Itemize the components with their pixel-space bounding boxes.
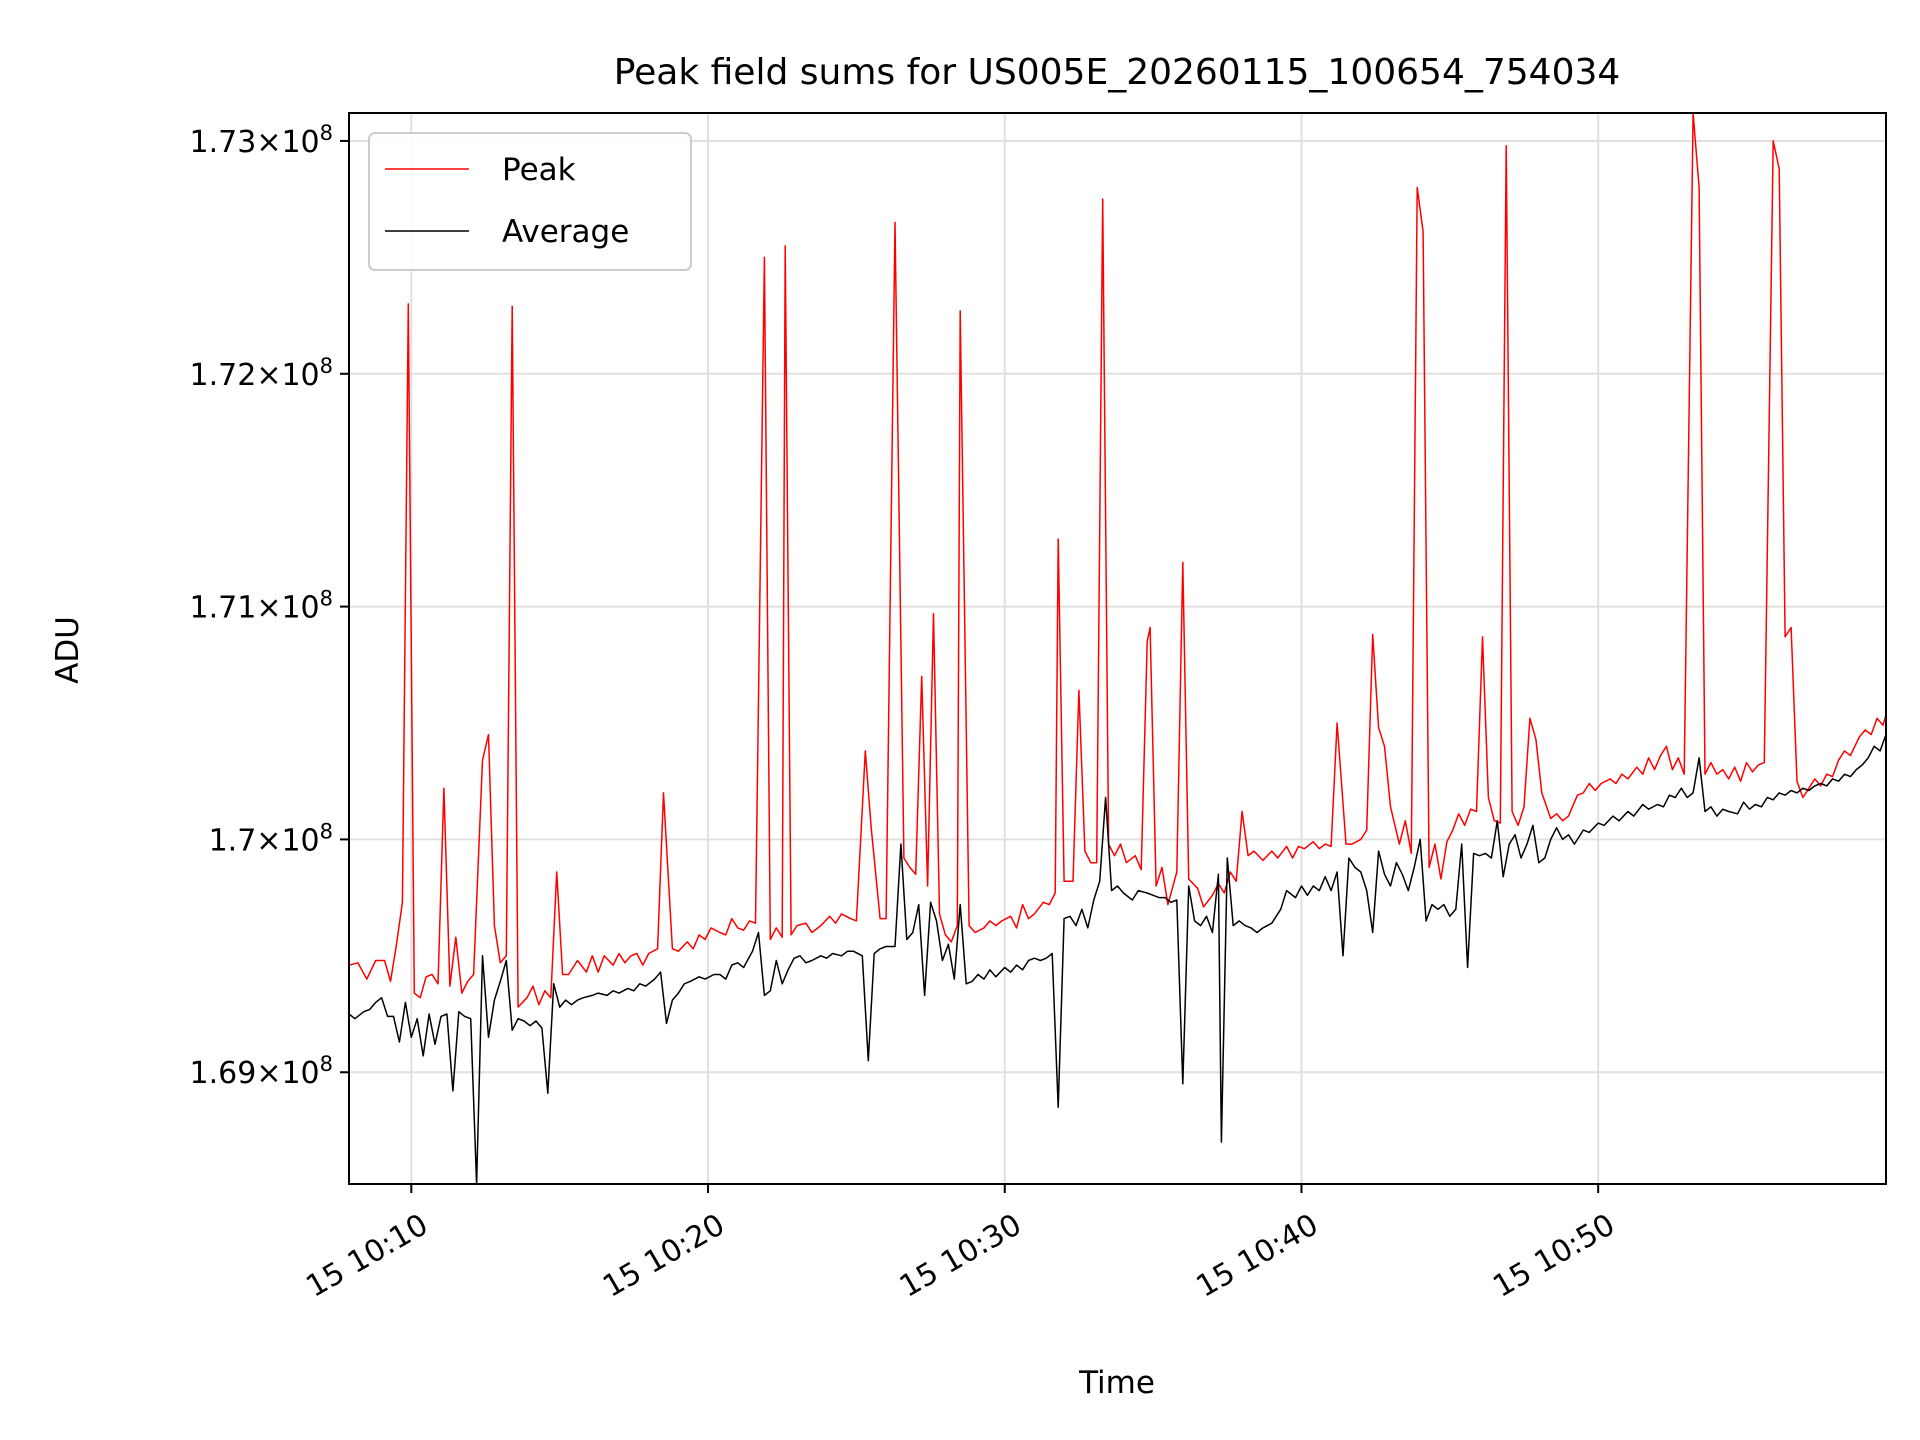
y-tick-exponent: 8 [320,587,333,611]
y-tick-label: 1.69×108 [190,1052,333,1091]
y-tick-label: 1.7×108 [209,819,333,858]
y-tick-label: 1.73×108 [190,121,333,160]
y-tick-mantissa: 1.71×10 [190,591,320,626]
grid [349,113,1886,1184]
legend: Peak Average [368,132,692,271]
y-tick-exponent: 8 [320,121,333,145]
chart-title: Peak field sums for US005E_20260115_1006… [614,52,1621,93]
y-tick-exponent: 8 [320,819,333,843]
series-layer [349,113,1886,1184]
legend-box [368,132,692,271]
y-tick-label: 1.71×108 [190,587,333,626]
y-tick-exponent: 8 [320,354,333,378]
y-tick-label: 1.72×108 [190,354,333,393]
series-line-average [349,734,1886,1184]
legend-label-average: Average [502,214,629,250]
y-tick-exponent: 8 [320,1052,333,1076]
series-line-peak [349,113,1886,1008]
y-axis-title: ADU [50,616,86,684]
y-tick-mantissa: 1.72×10 [190,358,320,393]
plot-frame [348,112,1887,1185]
y-tick-mantissa: 1.69×10 [190,1056,320,1091]
x-axis-title: Time [1078,1365,1155,1401]
y-tick-mantissa: 1.7×10 [209,823,320,858]
y-tick-mantissa: 1.73×10 [190,125,320,160]
legend-label-peak: Peak [502,152,576,188]
